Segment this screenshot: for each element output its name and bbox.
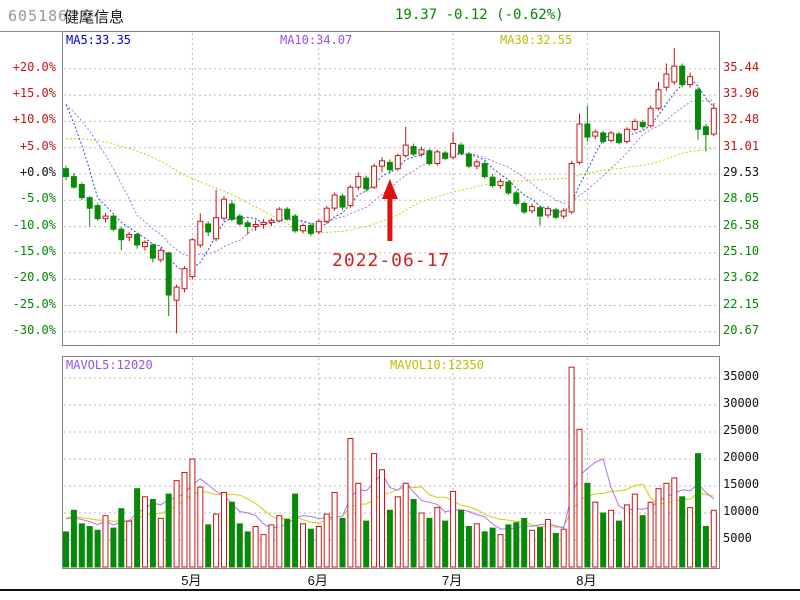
percent-tick-label: -5.0% — [19, 191, 56, 206]
annotation-arrow-icon — [381, 179, 398, 241]
candlestick-svg — [63, 33, 718, 344]
percent-tick-label: -30.0% — [12, 322, 56, 337]
percent-tick-label: -25.0% — [12, 296, 56, 311]
percent-tick-label: +20.0% — [12, 59, 56, 74]
price-tick-label: 20.67 — [723, 322, 760, 337]
price-tick-label: 35.44 — [723, 59, 760, 74]
ma-label: MA10:34.07 — [280, 33, 353, 47]
ma10-line — [65, 99, 714, 257]
quote-price-change: 19.37 -0.12 (-0.62%) — [395, 7, 564, 23]
percent-tick-label: +15.0% — [12, 86, 56, 101]
month-label: 5月 — [181, 573, 202, 588]
volume-panel — [62, 356, 720, 569]
mavol-label: MAVOL10:12350 — [390, 358, 484, 372]
volume-tick-label: 10000 — [723, 504, 760, 518]
percent-tick-label: +0.0% — [19, 165, 56, 179]
price-tick-label: 29.53 — [723, 165, 760, 179]
percent-tick-label: -20.0% — [12, 270, 56, 285]
annotation-date-label: 2022-06-17 — [332, 250, 451, 271]
percent-tick-label: -10.0% — [12, 217, 56, 232]
volume-tick-label: 35000 — [723, 369, 760, 383]
stock-code: 605186 — [8, 7, 69, 25]
volume-tick-label: 15000 — [723, 477, 760, 491]
price-tick-label: 32.48 — [723, 112, 760, 127]
month-label: 7月 — [441, 573, 463, 588]
month-label: 8月 — [576, 573, 597, 588]
volume-tick-label: 30000 — [723, 396, 760, 410]
volume-bar-chart — [63, 357, 719, 568]
main-chart-panel — [62, 31, 720, 346]
percent-tick-label: +10.0% — [12, 112, 56, 127]
price-tick-label: 33.96 — [723, 86, 760, 101]
volume-tick-label: 20000 — [723, 450, 760, 464]
bottom-border-line — [0, 589, 800, 591]
stock-name: 健麾信息 — [64, 9, 125, 26]
ma-label: MA30:32.55 — [500, 33, 573, 47]
month-label: 6月 — [307, 573, 328, 588]
volume-svg — [63, 358, 718, 568]
percent-tick-label: -15.0% — [12, 243, 56, 258]
ma5-line — [65, 77, 715, 273]
price-tick-label: 22.15 — [723, 296, 760, 311]
price-tick-label: 25.10 — [723, 243, 760, 258]
volume-tick-label: 5000 — [723, 531, 752, 545]
percent-tick-label: +5.0% — [19, 138, 56, 153]
mavol-label: MAVOL5:12020 — [66, 358, 153, 372]
price-tick-label: 26.58 — [723, 217, 760, 232]
volume-tick-label: 25000 — [723, 423, 760, 437]
ma-label: MA5:33.35 — [66, 33, 132, 47]
price-tick-label: 28.05 — [723, 191, 760, 206]
ma30-line — [65, 138, 714, 234]
candlestick-chart — [63, 32, 719, 345]
price-tick-label: 23.62 — [723, 270, 760, 285]
price-tick-label: 31.01 — [723, 138, 760, 153]
